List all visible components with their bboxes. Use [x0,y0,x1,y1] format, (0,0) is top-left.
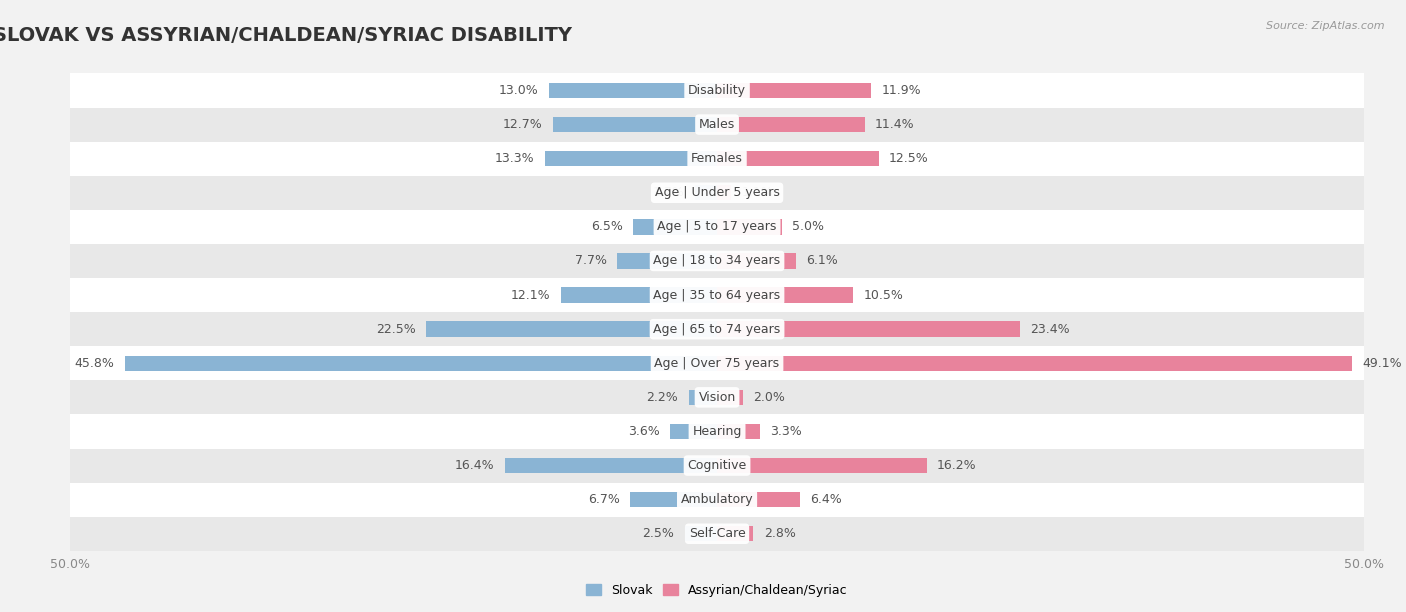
Bar [717,424,759,439]
Bar [70,141,1364,176]
Text: 1.1%: 1.1% [741,186,773,200]
Text: Males: Males [699,118,735,131]
Bar [717,185,731,201]
Text: 10.5%: 10.5% [863,289,903,302]
Bar [70,108,1364,141]
Bar [717,321,1019,337]
Bar [689,390,717,405]
Text: Disability: Disability [688,84,747,97]
Bar [685,526,717,542]
Bar [630,492,717,507]
Bar [717,526,754,542]
Text: Cognitive: Cognitive [688,459,747,472]
Bar [70,244,1364,278]
Bar [717,83,870,98]
Bar [561,288,717,303]
Bar [548,83,717,98]
Bar [70,278,1364,312]
Bar [553,117,717,132]
Bar [717,492,800,507]
Text: 7.7%: 7.7% [575,255,607,267]
Text: 12.5%: 12.5% [889,152,929,165]
Text: Hearing: Hearing [692,425,742,438]
Text: 6.1%: 6.1% [806,255,838,267]
Text: 16.2%: 16.2% [936,459,977,472]
Bar [546,151,717,166]
Text: 11.9%: 11.9% [882,84,921,97]
Bar [426,321,717,337]
Bar [505,458,717,473]
Text: Vision: Vision [699,391,735,404]
Text: 5.0%: 5.0% [792,220,824,233]
Text: Age | 5 to 17 years: Age | 5 to 17 years [658,220,776,233]
Text: 2.0%: 2.0% [754,391,785,404]
Bar [70,517,1364,551]
Bar [717,390,742,405]
Text: 12.1%: 12.1% [510,289,550,302]
Text: Age | 18 to 34 years: Age | 18 to 34 years [654,255,780,267]
Text: 16.4%: 16.4% [456,459,495,472]
Bar [70,449,1364,483]
Text: Females: Females [692,152,742,165]
Text: 2.8%: 2.8% [763,528,796,540]
Text: 6.4%: 6.4% [810,493,842,506]
Text: 3.6%: 3.6% [628,425,661,438]
Bar [671,424,717,439]
Text: 6.5%: 6.5% [591,220,623,233]
Text: Source: ZipAtlas.com: Source: ZipAtlas.com [1267,21,1385,31]
Text: Age | 35 to 64 years: Age | 35 to 64 years [654,289,780,302]
Bar [70,176,1364,210]
Bar [70,380,1364,414]
Bar [70,346,1364,380]
Text: Age | Over 75 years: Age | Over 75 years [655,357,779,370]
Text: 2.2%: 2.2% [647,391,678,404]
Text: 23.4%: 23.4% [1031,323,1070,335]
Text: 1.7%: 1.7% [652,186,685,200]
Bar [717,458,927,473]
Text: 13.0%: 13.0% [499,84,538,97]
Text: 6.7%: 6.7% [588,493,620,506]
Bar [617,253,717,269]
Bar [717,219,782,234]
Text: 3.3%: 3.3% [770,425,801,438]
Bar [70,73,1364,108]
Text: Self-Care: Self-Care [689,528,745,540]
Text: 22.5%: 22.5% [375,323,416,335]
Bar [717,356,1353,371]
Text: 49.1%: 49.1% [1362,357,1402,370]
Bar [70,210,1364,244]
Bar [70,312,1364,346]
Bar [717,253,796,269]
Text: 13.3%: 13.3% [495,152,534,165]
Bar [70,483,1364,517]
Text: 11.4%: 11.4% [875,118,914,131]
Bar [717,151,879,166]
Bar [695,185,717,201]
Text: Age | 65 to 74 years: Age | 65 to 74 years [654,323,780,335]
Bar [717,117,865,132]
Text: 45.8%: 45.8% [75,357,114,370]
Bar [717,288,853,303]
Bar [125,356,717,371]
Text: Age | Under 5 years: Age | Under 5 years [655,186,779,200]
Text: 2.5%: 2.5% [643,528,675,540]
Text: Ambulatory: Ambulatory [681,493,754,506]
Text: SLOVAK VS ASSYRIAN/CHALDEAN/SYRIAC DISABILITY: SLOVAK VS ASSYRIAN/CHALDEAN/SYRIAC DISAB… [0,26,572,45]
Legend: Slovak, Assyrian/Chaldean/Syriac: Slovak, Assyrian/Chaldean/Syriac [582,579,852,602]
Bar [70,414,1364,449]
Text: 12.7%: 12.7% [503,118,543,131]
Bar [633,219,717,234]
